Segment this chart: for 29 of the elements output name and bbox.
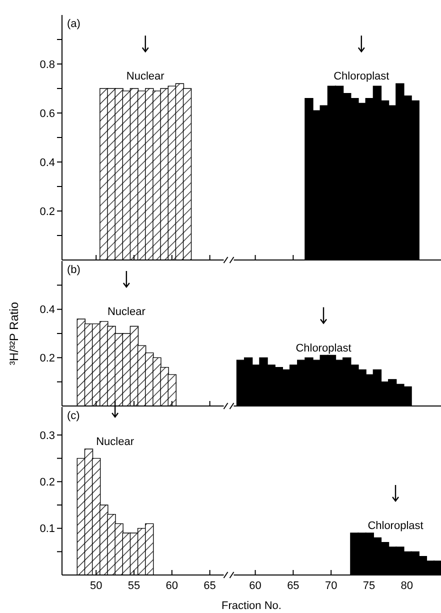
y-tick-label: 0.6 xyxy=(40,108,55,120)
series-label: Nuclear xyxy=(126,70,165,83)
x-axis-title: Fraction No. xyxy=(222,600,282,612)
y-tick-label: 0.8 xyxy=(40,58,55,71)
x-tick-label: 60 xyxy=(166,580,178,592)
y-tick-label: 0.2 xyxy=(40,206,55,218)
x-tick-label: 75 xyxy=(362,580,376,592)
y-tick-label: 0.1 xyxy=(40,523,55,536)
x-tick-label: 65 xyxy=(204,580,216,592)
y-tick-label: 0.2 xyxy=(40,476,55,489)
x-tick-label: 80 xyxy=(400,580,414,592)
series-label: Chloroplast xyxy=(334,70,390,83)
x-tick-label: 55 xyxy=(128,580,140,592)
y-tick-label: 0.3 xyxy=(40,430,55,442)
x-tick-label: 60 xyxy=(249,580,262,592)
y-tick-label: 0.4 xyxy=(40,156,55,169)
y-tick-label: 0.4 xyxy=(40,304,55,316)
annotation: (c) xyxy=(67,410,80,422)
x-tick-label: 50 xyxy=(90,580,102,592)
series-label: Chloroplast xyxy=(368,520,424,532)
annotation: (a) xyxy=(67,18,80,30)
annotation: (b) xyxy=(67,264,80,276)
series-label: Nuclear xyxy=(107,306,146,318)
x-tick-label: 65 xyxy=(287,580,300,592)
y-axis-title: ³H/³²P Ratio xyxy=(7,302,21,366)
series-label: Chloroplast xyxy=(296,342,352,354)
y-tick-label: 0.2 xyxy=(40,352,55,365)
series-label: Nuclear xyxy=(96,436,134,448)
x-tick-label: 70 xyxy=(324,580,338,592)
